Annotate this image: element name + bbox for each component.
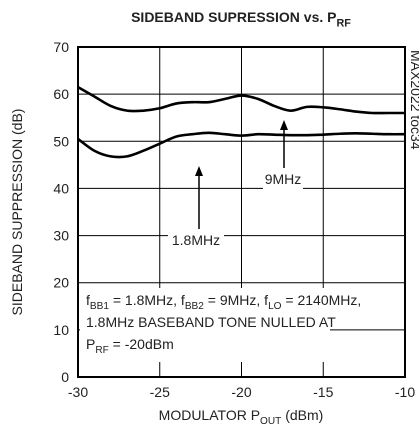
- series-label: 1.8MHz: [172, 232, 220, 248]
- annotation-line-part: RF: [95, 345, 108, 356]
- series-label: 9MHz: [265, 171, 302, 187]
- watermark: MAX2022 toc34: [408, 50, 419, 150]
- series-line: [77, 85, 405, 115]
- y-axis-label: SIDEBAND SUPPRESSION (dB): [9, 109, 25, 316]
- annotation-line-part: BB1: [90, 301, 109, 312]
- chart-title-part: RF: [336, 18, 351, 30]
- annotation-line-part: = 2140MHz,: [282, 292, 362, 308]
- x-tick-label: -15: [313, 384, 333, 400]
- annotation-line-part: = -20dBm: [109, 336, 174, 352]
- arrow-head: [195, 166, 203, 176]
- annotation-line: fBB1 = 1.8MHz, fBB2 = 9MHz, fLO = 2140MH…: [86, 292, 361, 312]
- annotation-line-part: f: [86, 292, 90, 308]
- x-tick-label: -25: [150, 384, 170, 400]
- x-axis-label-part: MODULATOR P: [159, 407, 260, 423]
- x-axis-label-part: OUT: [260, 416, 281, 427]
- y-tick-label: 0: [61, 369, 69, 385]
- chart-title-part: SIDEBAND SUPRESSION vs. P: [131, 9, 336, 25]
- y-tick-label: 20: [53, 275, 69, 291]
- y-tick-label: 30: [53, 228, 69, 244]
- y-tick-label: 40: [53, 180, 69, 196]
- x-axis-label-part: (dBm): [281, 407, 323, 423]
- arrow-head: [280, 120, 288, 130]
- y-tick-label: 60: [53, 86, 69, 102]
- y-tick-label: 50: [53, 133, 69, 149]
- annotation-bg: [80, 288, 330, 362]
- x-axis-label: MODULATOR POUT (dBm): [159, 407, 324, 427]
- annotation-line-part: LO: [268, 301, 282, 312]
- callout-bg: [168, 231, 224, 250]
- annotation-line-part: BB2: [185, 301, 204, 312]
- callout-bg: [263, 170, 303, 189]
- y-tick-label: 10: [53, 322, 69, 338]
- x-tick-label: -30: [68, 384, 88, 400]
- x-tick-label: -10: [395, 384, 415, 400]
- y-tick-label: 70: [53, 39, 69, 55]
- annotation-line-part: P: [86, 336, 95, 352]
- annotation-line: PRF = -20dBm: [86, 336, 174, 356]
- x-tick-label: -20: [231, 384, 251, 400]
- plot-frame: [77, 46, 406, 378]
- annotation-line-part: = 9MHz, f: [204, 292, 268, 308]
- annotation-line-part: = 1.8MHz, f: [109, 292, 185, 308]
- series-line: [77, 131, 406, 159]
- chart-title: SIDEBAND SUPRESSION vs. PRF: [131, 9, 351, 30]
- annotation-line-part: 1.8MHz BASEBAND TONE NULLED AT: [86, 314, 336, 330]
- annotation-line: 1.8MHz BASEBAND TONE NULLED AT: [86, 314, 336, 330]
